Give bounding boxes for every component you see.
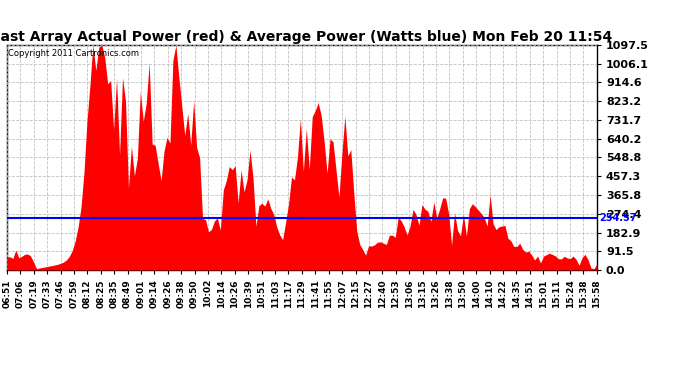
Text: 254.57: 254.57: [599, 213, 636, 223]
Text: Copyright 2011 Cartronics.com: Copyright 2011 Cartronics.com: [8, 50, 139, 58]
Title: East Array Actual Power (red) & Average Power (Watts blue) Mon Feb 20 11:54: East Array Actual Power (red) & Average …: [0, 30, 613, 44]
